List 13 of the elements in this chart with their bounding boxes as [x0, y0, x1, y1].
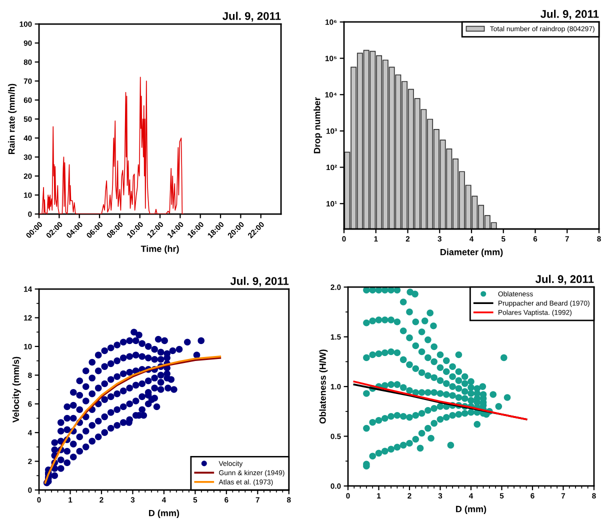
y-axis-title: Drop number: [314, 97, 322, 154]
x-axis-title: D (mm): [149, 510, 180, 518]
x-axis-title: Time (hr): [140, 245, 179, 254]
chart-title: Jul. 9, 2011: [222, 12, 281, 22]
x-axis-title: D (mm): [456, 506, 486, 514]
chart-title: Jul. 9, 2011: [535, 274, 594, 285]
x-axis-title: Diameter (mm): [440, 248, 503, 258]
chart-title: Jul. 9, 2011: [540, 10, 599, 20]
y-axis-title: Oblateness (H/W): [319, 350, 328, 424]
y-axis-title: Velocity (mm/s): [12, 356, 21, 423]
y-axis-title: Rain rate (mm/h): [8, 84, 17, 154]
line-series: [39, 76, 184, 214]
chart-title: Jul. 9, 2011: [230, 276, 289, 287]
